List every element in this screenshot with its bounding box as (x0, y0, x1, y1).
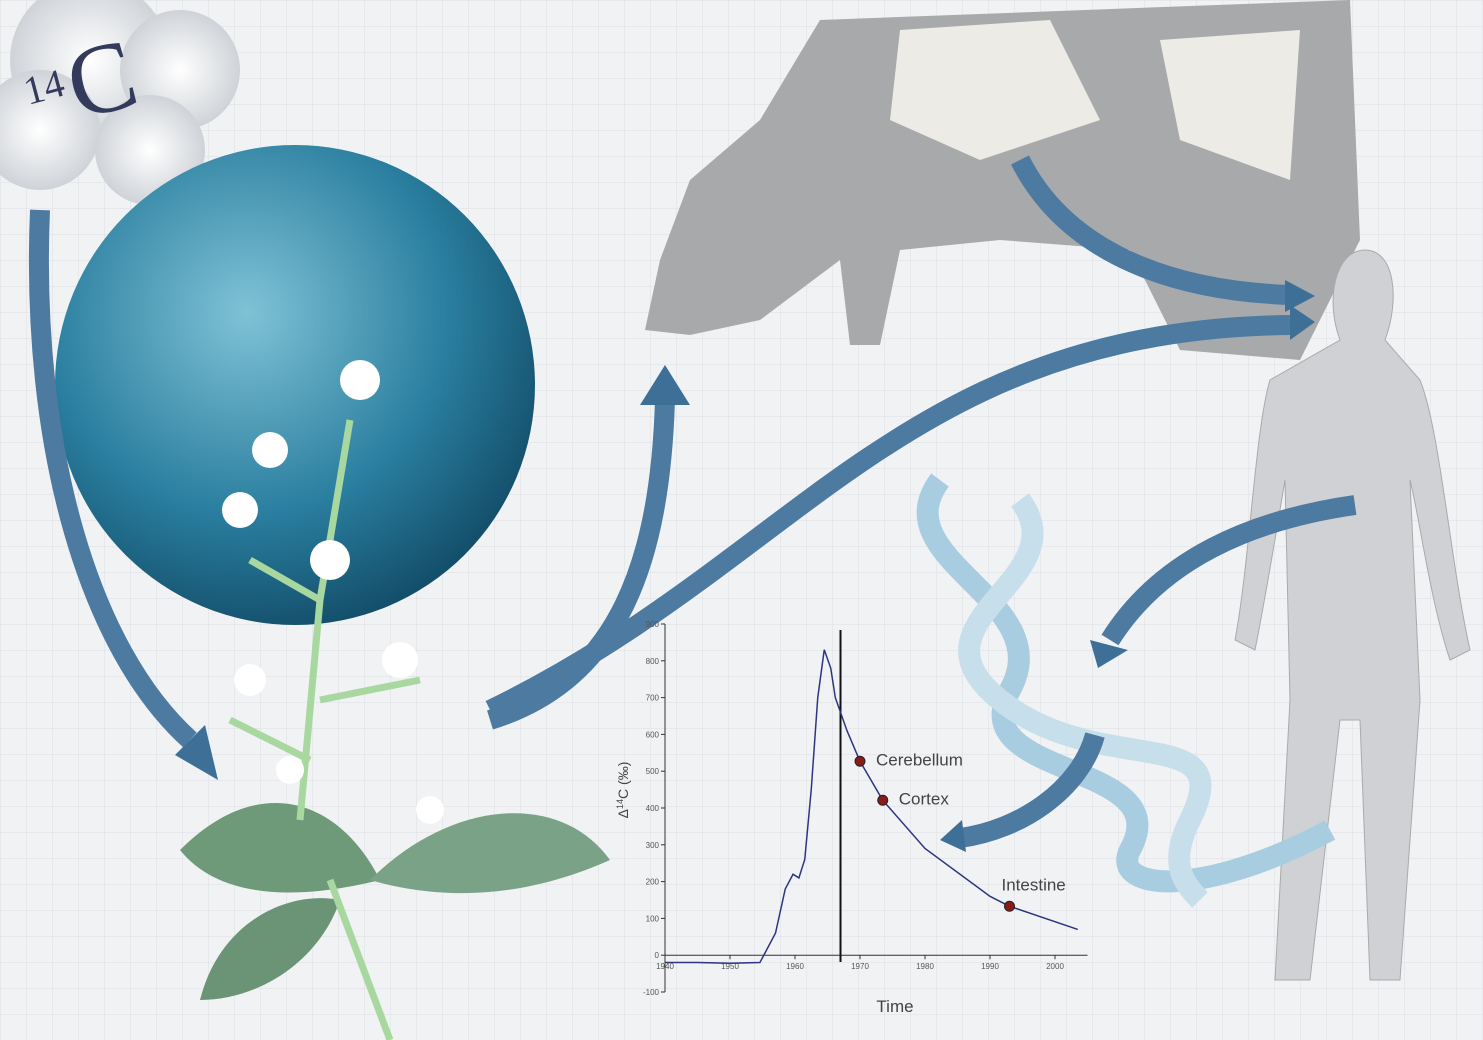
flow-arrows (28, 155, 1357, 848)
sample-point (1004, 900, 1015, 912)
sample-point (854, 755, 866, 767)
x-tick-label: 2000 (1046, 962, 1064, 971)
x-tick-label: 1980 (916, 962, 934, 971)
y-tick-label: 100 (646, 914, 660, 923)
plant (180, 360, 610, 1040)
y-axis-label: Δ14C (‰) (615, 762, 631, 819)
x-tick-label: 1960 (786, 962, 804, 971)
sample-label: Intestine (1002, 875, 1066, 894)
sample-label: Cortex (899, 789, 950, 808)
arrow-heads (175, 280, 1315, 852)
y-label-symbol: Δ (615, 809, 631, 818)
y-tick-label: 400 (646, 804, 660, 813)
chart: Time Δ14C (‰) -100 0 100 200 300 400 500 600 700… (615, 620, 1088, 1016)
human (1234, 249, 1471, 981)
y-label-element: C (615, 789, 631, 799)
dna (916, 473, 1336, 908)
y-tick-label: 500 (646, 767, 660, 776)
curve (665, 649, 1078, 965)
y-tick-label: 0 (655, 951, 660, 960)
y-tick-label: 900 (646, 620, 660, 629)
sample-label: Cerebellum (876, 750, 963, 769)
x-tick-label: 1990 (981, 962, 999, 971)
y-label-mass: 14 (615, 799, 625, 809)
y-label-unit: (‰) (615, 762, 631, 785)
y-tick-label: 800 (646, 657, 660, 666)
cow-patch (890, 20, 1300, 180)
y-tick-label: -100 (643, 988, 660, 997)
x-tick-label: 1940 (656, 962, 674, 971)
x-axis-label: Time (876, 997, 913, 1016)
y-tick-label: 200 (646, 878, 660, 887)
x-tick-label: 1970 (851, 962, 869, 971)
cloud (0, 0, 240, 205)
x-tick-label: 1950 (721, 962, 739, 971)
globe (55, 145, 535, 625)
y-tick-label: 600 (646, 730, 660, 739)
sample-point (877, 794, 889, 806)
y-tick-label: 300 (646, 841, 660, 850)
y-tick-label: 700 (646, 694, 660, 703)
